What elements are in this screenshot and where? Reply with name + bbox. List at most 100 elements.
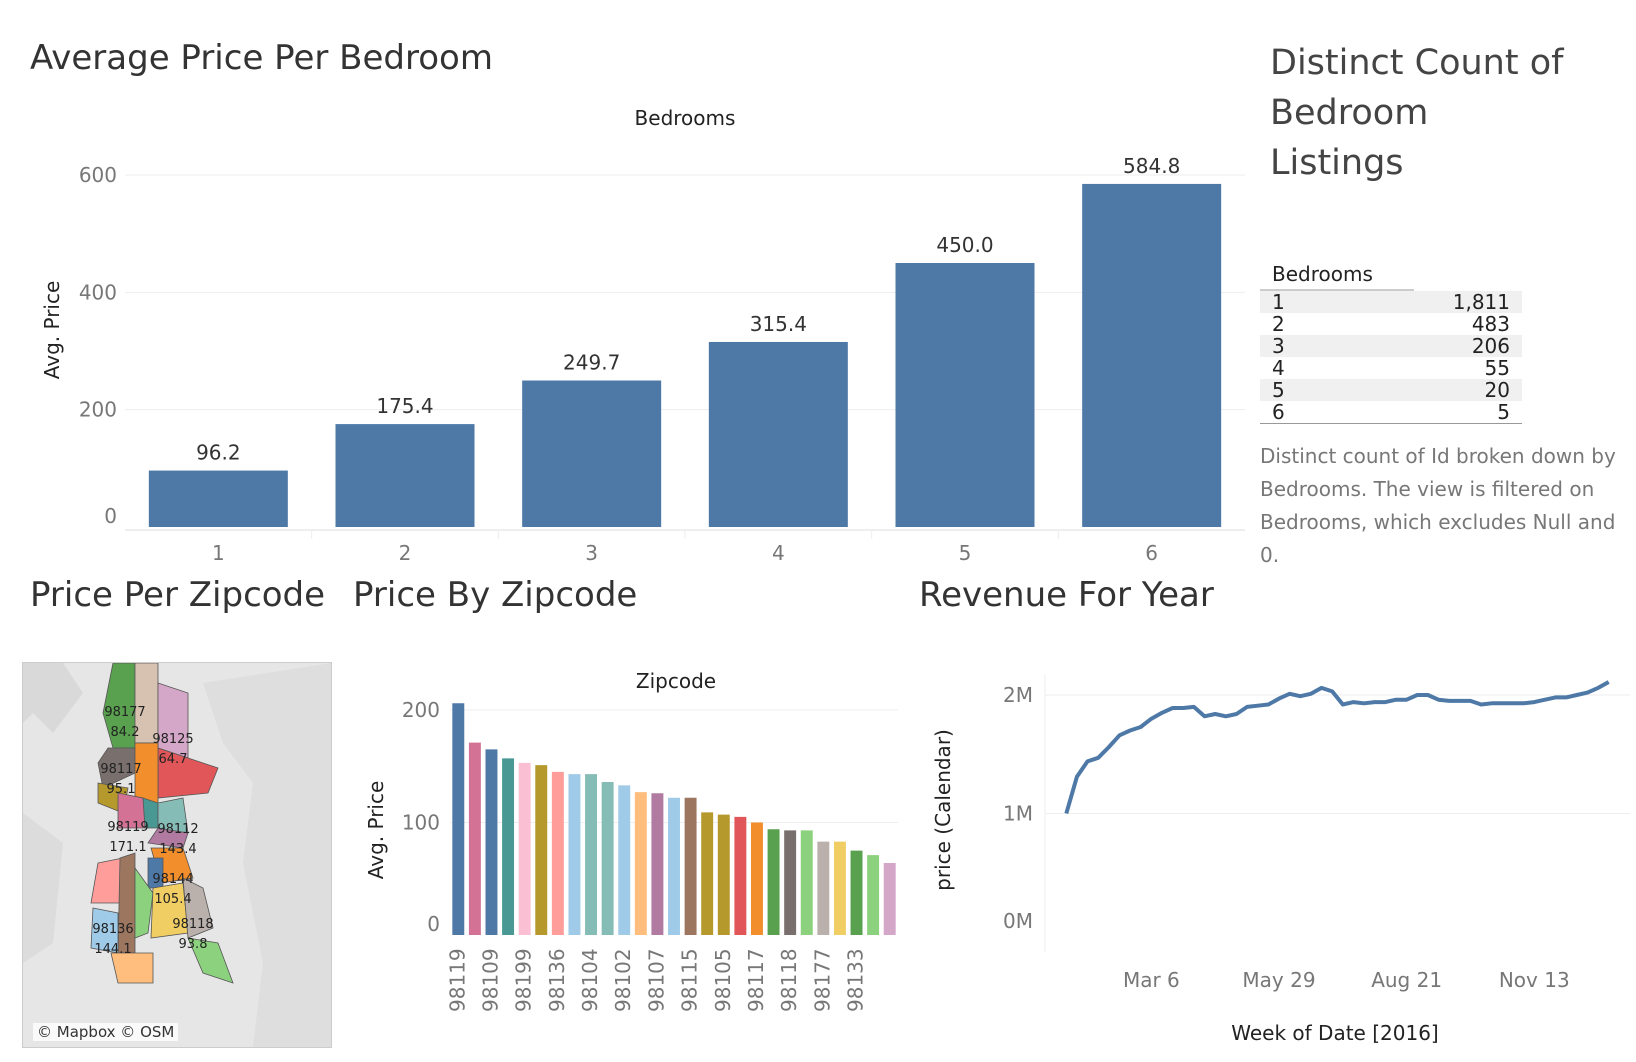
x-tick-label: 3 (585, 541, 598, 565)
title-price-per-zipcode: Price Per Zipcode (30, 575, 326, 615)
bar-data-label: 96.2 (196, 441, 241, 465)
column-header: Bedrooms (635, 106, 736, 130)
zip-bar[interactable] (585, 774, 598, 935)
zip-bar[interactable] (701, 812, 714, 935)
zip-bar[interactable] (502, 758, 515, 935)
revenue-line[interactable] (1064, 680, 1610, 815)
distinct-count-title: Distinct Count of Bedroom Listings (1270, 43, 1564, 183)
x-tick-label: 98117 (744, 948, 768, 1012)
bar[interactable] (148, 470, 288, 527)
distinct-count-table: Bedrooms 1 1,811 2 483 3 206 4 55 5 20 6 5 (1260, 262, 1522, 424)
zipcode-map[interactable]: 98177 84.2 98125 64.7 98117 95.1 98119 171.1 981… (22, 662, 332, 1048)
zip-bar[interactable] (684, 797, 697, 935)
column-header: Zipcode (636, 669, 716, 693)
map-land-shape (23, 813, 63, 963)
y-tick-label: 0M (1003, 909, 1033, 933)
zip-bar[interactable] (767, 829, 780, 935)
distinct-table-row: 3 206 (1260, 335, 1522, 357)
bar[interactable] (1082, 183, 1222, 527)
zip-bar[interactable] (568, 774, 581, 935)
zip-region[interactable] (134, 866, 154, 939)
zip-bar[interactable] (601, 782, 614, 935)
zip-bar[interactable] (452, 703, 465, 935)
zip-bar[interactable] (468, 742, 481, 935)
x-tick-label: 98119 (445, 948, 469, 1012)
bar-data-label: 175.4 (376, 394, 433, 418)
zip-region[interactable] (97, 747, 136, 789)
zip-value: 93.8 (179, 937, 208, 952)
x-tick-label: 98133 (844, 948, 868, 1012)
zip-value: 95.1 (107, 782, 136, 797)
zip-bar[interactable] (867, 855, 880, 935)
map-land-shape (203, 663, 331, 1047)
zip-region[interactable] (187, 937, 234, 984)
zip-bar[interactable] (618, 785, 631, 935)
zip-bar[interactable] (750, 822, 763, 936)
bar-data-label: 584.8 (1123, 154, 1180, 178)
y-axis-title: Avg. Price (40, 281, 64, 380)
x-tick-label: May 29 (1242, 968, 1315, 992)
zip-region[interactable] (110, 952, 154, 984)
zip-bar[interactable] (850, 850, 863, 935)
x-tick-label: 2 (399, 541, 412, 565)
x-tick-label: 98118 (777, 948, 801, 1012)
x-tick-label: 98102 (611, 948, 635, 1012)
zip-value: 105.4 (154, 892, 191, 907)
zip-bar[interactable] (883, 863, 896, 935)
zip-label: 98136 (92, 922, 133, 937)
title-price-by-zipcode: Price By Zipcode (353, 575, 638, 615)
zip-bar[interactable] (518, 762, 531, 935)
distinct-table-row: 4 55 (1260, 357, 1522, 379)
x-tick-label: 98107 (644, 948, 668, 1012)
zip-bar[interactable] (717, 814, 730, 935)
zip-label: 98118 (172, 917, 213, 932)
zip-bar[interactable] (817, 841, 830, 935)
zip-label: 98125 (152, 732, 193, 747)
x-tick-label: 6 (1145, 541, 1158, 565)
x-tick-label: 1 (212, 541, 225, 565)
zip-bar[interactable] (485, 749, 498, 935)
zip-bar[interactable] (833, 841, 846, 935)
zip-bar[interactable] (651, 793, 664, 935)
x-tick-label: 98115 (678, 948, 702, 1012)
distinct-row-label: 2 (1272, 312, 1285, 336)
zip-region[interactable] (182, 877, 214, 939)
distinct-row-label: 6 (1272, 400, 1285, 424)
title-revenue-for-year: Revenue For Year (919, 575, 1214, 615)
distinct-row-value: 55 (1484, 356, 1510, 380)
zip-bar[interactable] (668, 797, 680, 935)
y-tick-label: 200 (402, 698, 440, 722)
bar-data-label: 450.0 (936, 233, 993, 257)
zip-bar[interactable] (535, 765, 548, 935)
x-tick-label: Aug 21 (1371, 968, 1442, 992)
bar[interactable] (335, 424, 475, 527)
zip-label: 98117 (100, 762, 141, 777)
zip-bar[interactable] (734, 816, 747, 935)
zip-bar[interactable] (634, 792, 647, 935)
y-axis-title: price (Calendar) (931, 729, 955, 891)
y-tick-label: 0 (427, 912, 440, 936)
zip-value: 64.7 (159, 752, 188, 767)
zip-label: 98112 (157, 822, 198, 837)
bar[interactable] (522, 380, 662, 527)
x-tick-label: 98199 (512, 948, 536, 1012)
bar-data-label: 249.7 (563, 351, 620, 375)
bar[interactable] (708, 341, 848, 527)
zip-label: 98119 (107, 820, 148, 835)
zip-bar[interactable] (784, 830, 797, 935)
distinct-row-value: 5 (1497, 400, 1510, 424)
zip-bar[interactable] (800, 830, 813, 935)
bar[interactable] (895, 263, 1035, 527)
zip-value: 171.1 (109, 840, 146, 855)
y-tick-label: 600 (79, 163, 117, 187)
x-tick-label: 98136 (545, 948, 569, 1012)
x-tick-label: 98105 (711, 948, 735, 1012)
x-tick-label: 98104 (578, 948, 602, 1012)
zip-label: 98144 (152, 872, 193, 887)
x-tick-label: 98177 (810, 948, 834, 1012)
map-land-shape (23, 663, 83, 733)
zip-bar[interactable] (551, 771, 564, 935)
